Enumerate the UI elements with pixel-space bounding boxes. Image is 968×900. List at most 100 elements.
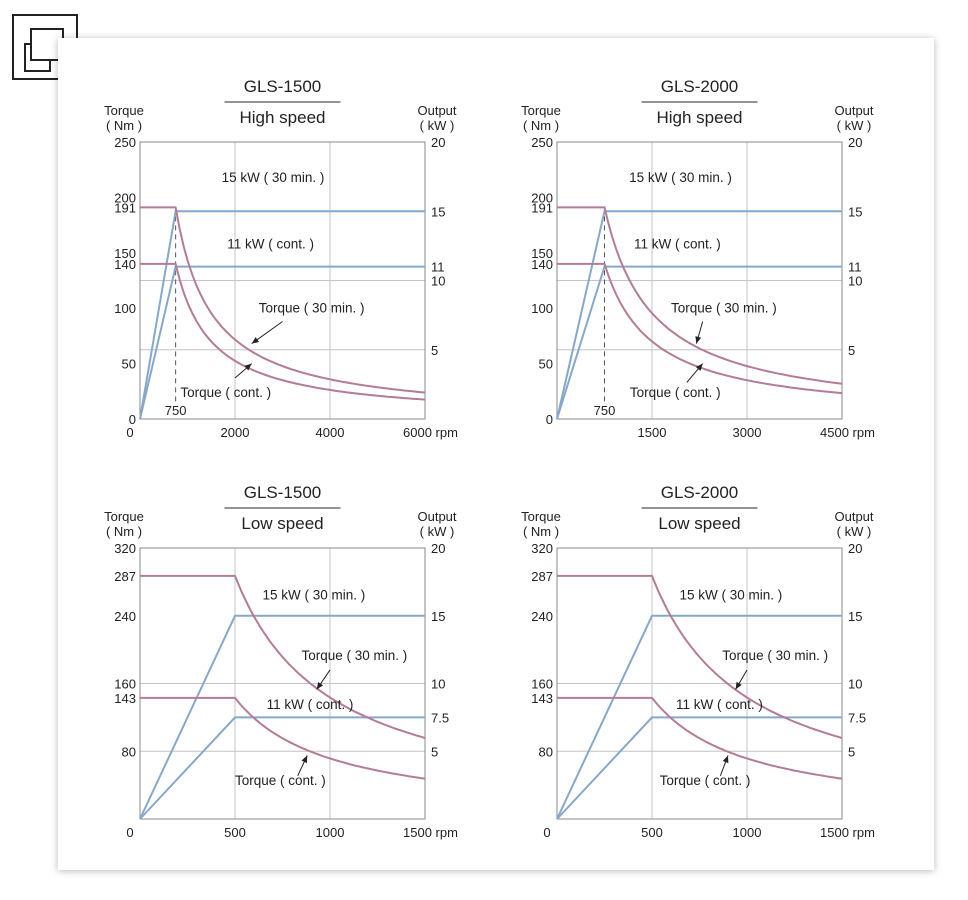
left-tick-label: 191 (531, 200, 553, 215)
left-axis-unit: ( Nm ) (106, 524, 142, 539)
annotation-arrow-head (735, 681, 742, 690)
right-tick-label: 20 (431, 541, 445, 556)
x-tick-label: 6000 rpm (403, 425, 458, 440)
plot-frame (139, 141, 426, 420)
x-tick-label: 1000 (733, 825, 762, 840)
series-torque-cont (557, 696, 843, 780)
right-tick-label: 20 (848, 135, 862, 150)
right-tick-label: 10 (431, 677, 445, 692)
right-tick-label: 5 (431, 744, 438, 759)
left-tick-label: 287 (114, 569, 136, 584)
x-tick-label: 0 (543, 825, 550, 840)
x-tick-label: 1500 rpm (820, 825, 875, 840)
annotation-arrow-head (722, 755, 729, 764)
left-tick-label: 80 (122, 744, 136, 759)
left-tick-label: 140 (114, 257, 136, 272)
left-tick-label: 100 (114, 301, 136, 316)
annotation-tcont: Torque ( cont. ) (180, 385, 271, 400)
left-tick-label: 200 (114, 190, 136, 205)
right-tick-label: 5 (431, 343, 438, 358)
right-tick-label: 5 (848, 343, 855, 358)
series-torque-cont (557, 262, 843, 395)
annotation-arrow-head (301, 755, 308, 764)
annotation-t30: Torque ( 30 min. ) (671, 301, 777, 316)
left-tick-label: 140 (531, 257, 553, 272)
series-torque-30-min (140, 574, 426, 739)
series-torque-cont (140, 696, 426, 780)
right-axis-label: Output (417, 103, 456, 118)
chart-title: GLS-1500 (244, 77, 322, 96)
right-tick-label: 10 (431, 274, 445, 289)
chart-subtitle: High speed (239, 108, 325, 127)
left-tick-label: 320 (114, 541, 136, 556)
annotation-tcont: Torque ( cont. ) (660, 773, 751, 788)
left-tick-label: 143 (114, 691, 136, 706)
annotation-p30: 15 kW ( 30 min. ) (629, 170, 732, 185)
annotation-t30: Torque ( 30 min. ) (302, 648, 408, 663)
x-tick-label: 1500 rpm (403, 825, 458, 840)
series-torque-cont (140, 262, 426, 401)
plot-frame (556, 141, 843, 420)
chart-subtitle: Low speed (658, 514, 740, 533)
plot-frame (139, 547, 426, 820)
series-11-kw-cont (556, 716, 842, 820)
x-tick-label: 3000 (733, 425, 762, 440)
left-tick-label: 200 (531, 190, 553, 205)
left-tick-label: 287 (531, 569, 553, 584)
right-tick-label: 11 (848, 260, 862, 275)
annotation-arrow-head (316, 681, 324, 690)
right-axis-label: Output (417, 509, 456, 524)
annotation-arrow-head (695, 336, 702, 344)
right-axis-label: Output (834, 509, 873, 524)
left-tick-label: 250 (531, 135, 553, 150)
left-tick-label: 240 (114, 609, 136, 624)
left-axis-label: Torque (104, 509, 144, 524)
annotation-pcont: 11 kW ( cont. ) (267, 697, 354, 712)
annotation-p30: 15 kW ( 30 min. ) (262, 587, 365, 602)
chart-title: GLS-2000 (661, 483, 739, 502)
left-tick-label: 320 (531, 541, 553, 556)
left-tick-label: 80 (539, 744, 553, 759)
x-tick-label: 500 (641, 825, 663, 840)
series-15-kw-30-min (556, 614, 842, 820)
right-axis-label: Output (834, 103, 873, 118)
x-tick-label: 2000 (221, 425, 250, 440)
series-torque-30-min (557, 206, 843, 385)
left-tick-label: 0 (546, 412, 553, 427)
x-tick-label: 0 (126, 425, 133, 440)
left-axis-label: Torque (104, 103, 144, 118)
x-tick-label: 500 (224, 825, 246, 840)
annotation-p30: 15 kW ( 30 min. ) (222, 170, 325, 185)
right-axis-unit: ( kW ) (420, 118, 455, 133)
plot-frame (556, 547, 843, 820)
right-tick-label: 7.5 (848, 710, 866, 725)
right-tick-label: 7.5 (431, 710, 449, 725)
right-tick-label: 15 (431, 204, 445, 219)
left-tick-label: 150 (114, 246, 136, 261)
right-tick-label: 15 (431, 609, 445, 624)
marker-label: 750 (594, 403, 616, 418)
series-15-kw-30-min (139, 614, 425, 820)
left-tick-label: 191 (114, 200, 136, 215)
series-11-kw-cont (139, 716, 425, 820)
annotation-pcont: 11 kW ( cont. ) (676, 697, 763, 712)
chart-title: GLS-1500 (244, 483, 322, 502)
chart-card (58, 38, 934, 870)
x-tick-label: 1500 (638, 425, 667, 440)
left-axis-unit: ( Nm ) (523, 118, 559, 133)
series-torque-30-min (557, 574, 843, 739)
annotation-pcont: 11 kW ( cont. ) (634, 237, 721, 252)
annotation-tcont: Torque ( cont. ) (630, 385, 721, 400)
left-tick-label: 160 (531, 677, 553, 692)
annotation-t30: Torque ( 30 min. ) (259, 301, 365, 316)
right-tick-label: 15 (848, 609, 862, 624)
right-tick-label: 5 (848, 744, 855, 759)
left-tick-label: 150 (531, 246, 553, 261)
right-tick-label: 20 (431, 135, 445, 150)
annotation-arrow-head (251, 337, 260, 344)
series-torque-30-min (140, 206, 426, 394)
x-tick-label: 4000 (316, 425, 345, 440)
